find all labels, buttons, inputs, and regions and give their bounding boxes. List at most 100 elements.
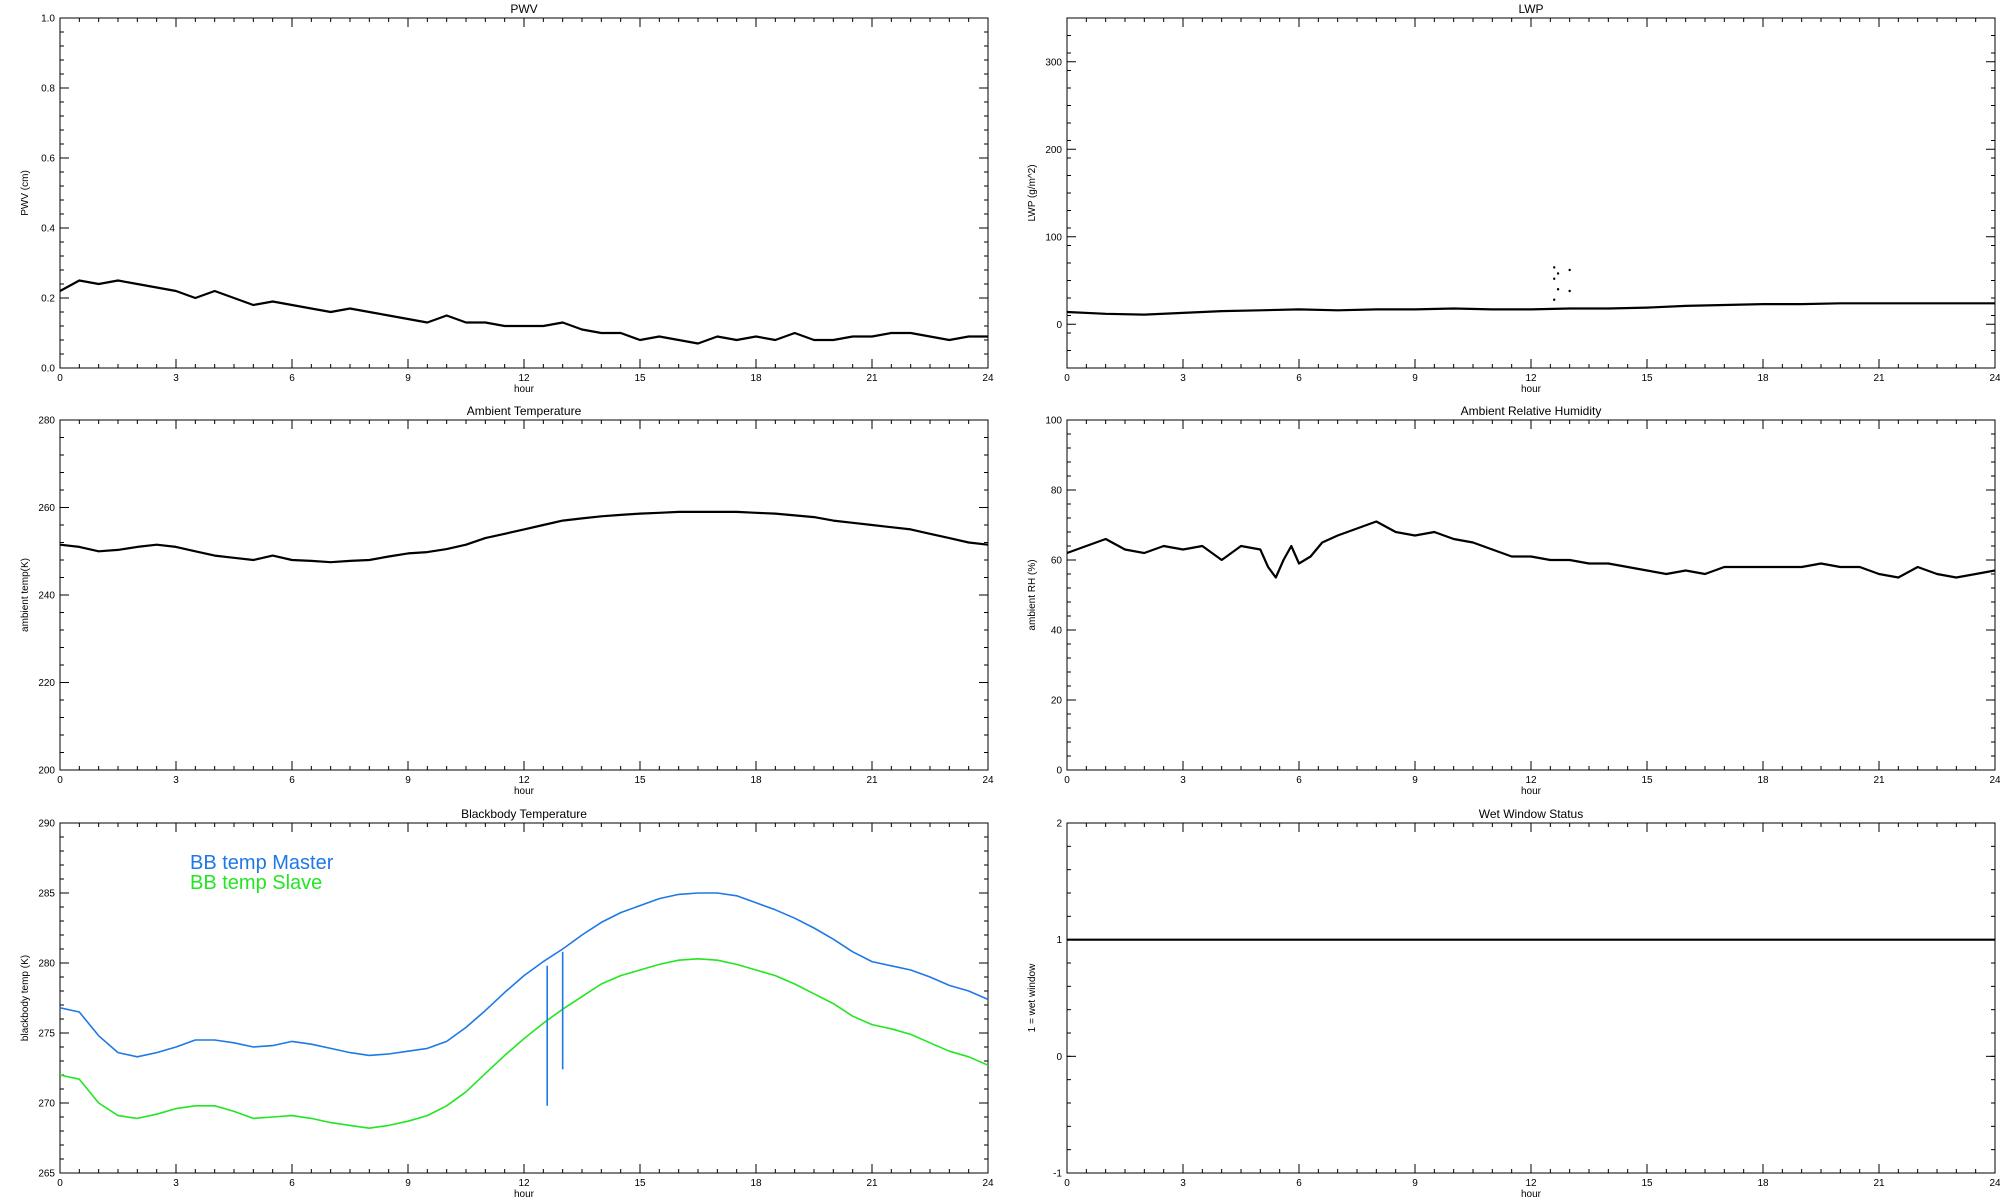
x-tick-label: 21 — [1873, 1178, 1885, 1189]
x-tick-label: 24 — [982, 775, 994, 786]
x-tick-label: 12 — [518, 373, 530, 384]
y-axis-label: ambient RH (%) — [1027, 559, 1038, 630]
x-tick-label: 0 — [57, 1178, 63, 1189]
y-tick-label: 290 — [38, 819, 55, 830]
bb-temp-slave-line — [60, 957, 988, 1129]
y-tick-label: 0.6 — [41, 154, 55, 165]
x-tick-label: 9 — [405, 373, 411, 384]
y-tick-label: 280 — [38, 416, 55, 427]
y-tick-label: 270 — [38, 1099, 55, 1110]
y-tick-label: 100 — [1045, 416, 1062, 427]
x-tick-label: 24 — [982, 1178, 994, 1189]
chart-title: Ambient Relative Humidity — [1461, 404, 1602, 418]
x-tick-label: 3 — [173, 1178, 179, 1189]
legend-entry: BB temp Master — [190, 852, 334, 874]
x-tick-label: 18 — [1757, 373, 1769, 384]
x-tick-label: 0 — [57, 373, 63, 384]
x-axis-label: hour — [514, 786, 535, 797]
x-tick-label: 12 — [518, 775, 530, 786]
x-tick-label: 6 — [1296, 775, 1302, 786]
y-tick-label: 0.8 — [41, 84, 55, 95]
y-tick-label: 285 — [38, 889, 55, 900]
y-tick-label: 100 — [1045, 232, 1062, 243]
plot-frame — [1066, 419, 1996, 771]
chart-title: Wet Window Status — [1479, 807, 1583, 821]
x-tick-label: 0 — [1064, 775, 1070, 786]
x-tick-label: 18 — [750, 373, 762, 384]
x-tick-label: 3 — [1180, 373, 1186, 384]
series-group — [60, 279, 988, 345]
y-tick-label: 0.0 — [41, 364, 55, 375]
y-tick-label: 60 — [1051, 556, 1063, 567]
x-tick-label: 0 — [57, 775, 63, 786]
plot-frame — [1066, 17, 1996, 369]
x-tick-label: 12 — [1525, 775, 1537, 786]
outlier-point — [1553, 298, 1556, 301]
y-tick-label: 300 — [1045, 57, 1062, 68]
x-tick-label: 21 — [866, 373, 878, 384]
x-tick-label: 18 — [1757, 775, 1769, 786]
y-tick-label: 2 — [1056, 819, 1062, 830]
x-axis-label: hour — [1521, 786, 1542, 797]
legend-entry: BB temp Slave — [190, 872, 322, 894]
x-tick-label: 18 — [1757, 1178, 1769, 1189]
x-tick-label: 21 — [1873, 373, 1885, 384]
x-tick-label: 9 — [1412, 775, 1418, 786]
x-tick-label: 18 — [750, 1178, 762, 1189]
y-tick-label: 0 — [1056, 766, 1062, 777]
x-tick-label: 15 — [1641, 775, 1653, 786]
x-tick-label: 3 — [173, 775, 179, 786]
y-tick-label: 240 — [38, 591, 55, 602]
x-tick-label: 3 — [1180, 1178, 1186, 1189]
x-tick-label: 0 — [1064, 1178, 1070, 1189]
x-tick-label: 24 — [1989, 1178, 2000, 1189]
x-tick-label: 24 — [982, 373, 994, 384]
y-tick-label: 260 — [38, 503, 55, 514]
x-tick-label: 6 — [289, 1178, 295, 1189]
x-tick-label: 24 — [1989, 775, 2000, 786]
outlier-point — [1568, 289, 1571, 293]
x-tick-label: 3 — [1180, 775, 1186, 786]
y-tick-label: 200 — [38, 766, 55, 777]
y-tick-label: 0.4 — [41, 224, 55, 235]
x-tick-label: 9 — [1412, 1178, 1418, 1189]
x-tick-label: 15 — [634, 775, 646, 786]
plot-frame — [59, 17, 989, 369]
outlier-point — [1553, 277, 1556, 280]
chart-title: PWV — [510, 2, 537, 16]
x-tick-label: 12 — [518, 1178, 530, 1189]
y-tick-label: 0 — [1056, 320, 1062, 331]
y-tick-label: 200 — [1045, 145, 1062, 156]
chart-title: Ambient Temperature — [467, 404, 582, 418]
outlier-point — [1568, 268, 1571, 272]
x-axis-label: hour — [514, 1189, 535, 1200]
chart-panel-5: Blackbody Temperature 0 3 6 9 12 15 18 21 24 hour 2… — [20, 807, 994, 1200]
y-tick-label: 280 — [38, 959, 55, 970]
y-tick-label: 220 — [38, 678, 55, 689]
x-tick-label: 9 — [405, 1178, 411, 1189]
series-group — [1067, 520, 1995, 579]
outlier-point — [1556, 288, 1560, 291]
x-tick-label: 21 — [1873, 775, 1885, 786]
y-tick-label: 1 — [1056, 935, 1062, 946]
y-tick-label: 80 — [1051, 486, 1063, 497]
chart-title: Blackbody Temperature — [461, 807, 587, 821]
x-axis-label: hour — [514, 384, 535, 395]
chart-panel-1: PWV 0 3 6 9 12 15 18 21 24 hour 0.0 0.2 0.4 0.6 0.8 1.0 P… — [20, 2, 994, 395]
x-tick-label: 15 — [1641, 373, 1653, 384]
series-line-1 — [1067, 520, 1995, 579]
x-tick-label: 18 — [750, 775, 762, 786]
y-axis-label: ambient temp(K) — [20, 558, 31, 632]
x-tick-label: 24 — [1989, 373, 2000, 384]
plot-frame — [59, 419, 989, 771]
series-line-1 — [60, 510, 988, 564]
chart-title: LWP — [1518, 2, 1543, 16]
y-axis-label: blackbody temp (K) — [20, 955, 31, 1041]
outlier-point — [1553, 266, 1556, 269]
x-tick-label: 6 — [289, 373, 295, 384]
x-tick-label: 6 — [1296, 373, 1302, 384]
series-group — [1067, 266, 1995, 316]
series-line-1 — [60, 279, 988, 345]
